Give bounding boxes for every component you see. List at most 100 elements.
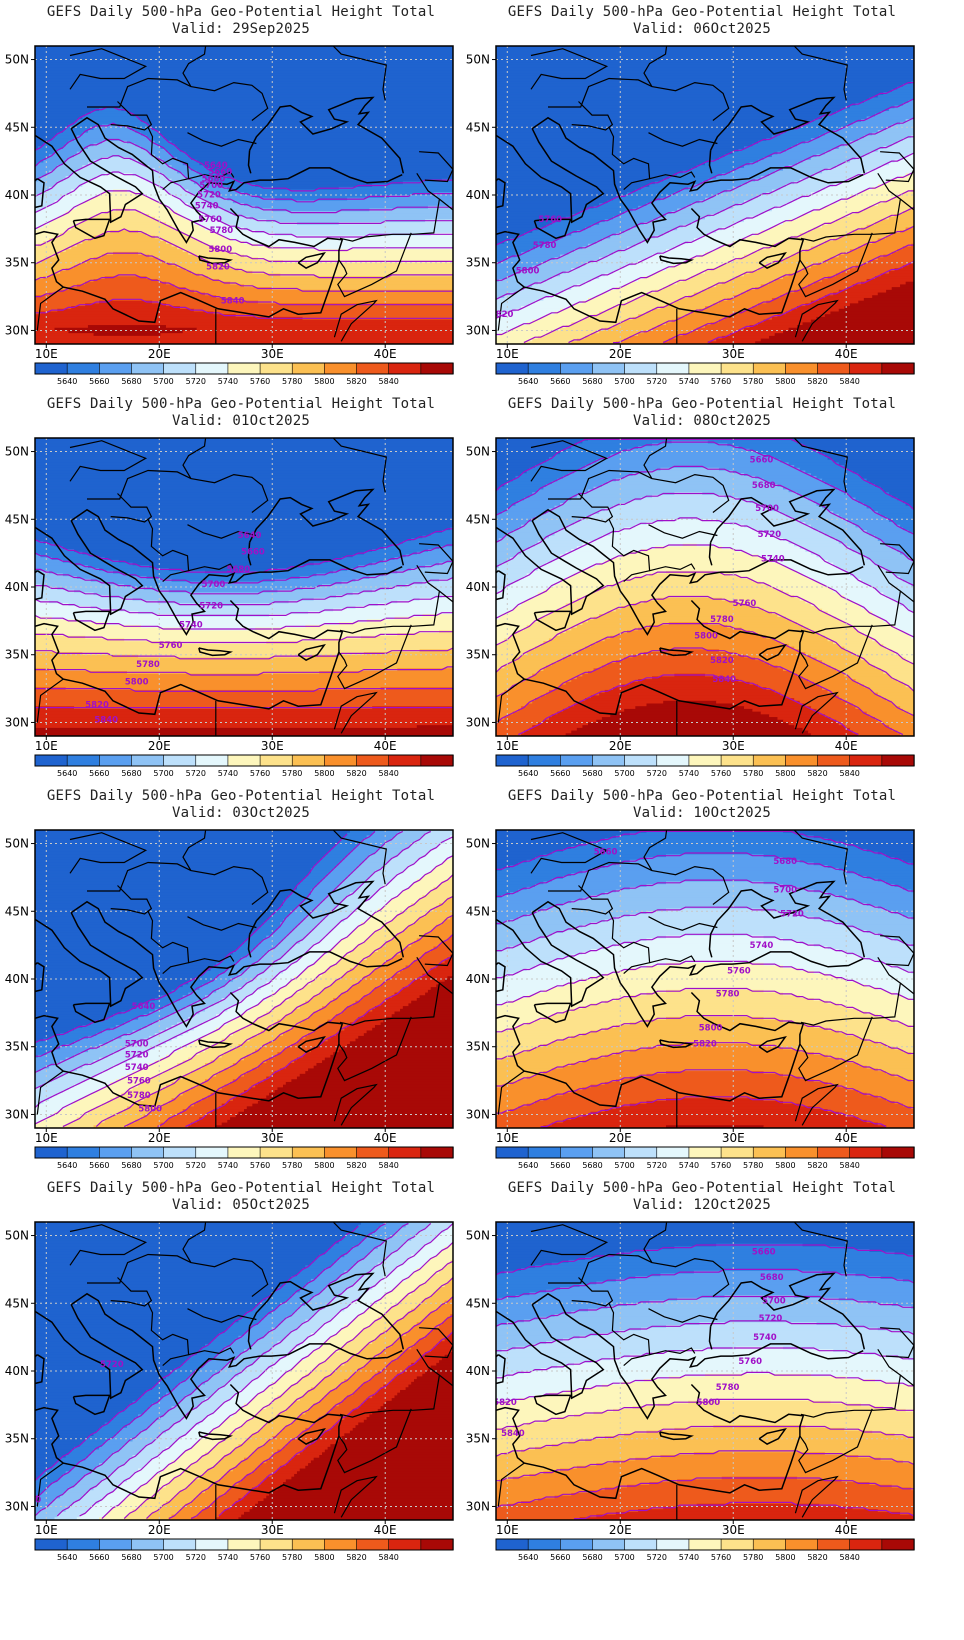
height-shading-cell	[419, 916, 451, 920]
height-shading-cell	[255, 930, 276, 934]
height-shading-cell	[35, 878, 304, 883]
height-shading-cell	[35, 679, 453, 683]
height-shading-cell	[138, 1016, 164, 1021]
height-shading-cell	[665, 1016, 765, 1021]
height-shading-cell	[601, 484, 779, 488]
height-shading-cell	[188, 251, 234, 256]
height-shading-cell	[277, 973, 301, 977]
height-shading-cell	[441, 922, 453, 926]
height-shading-cell	[529, 676, 578, 680]
height-shading-cell	[35, 1371, 173, 1375]
height-shading-cell	[788, 462, 840, 466]
height-shading-cell	[140, 624, 306, 629]
height-shading-cell	[146, 276, 209, 280]
height-shading-cell	[496, 1103, 528, 1107]
height-shading-cell	[535, 543, 583, 547]
height-shading-cell	[849, 213, 896, 218]
height-shading-cell	[439, 1287, 453, 1291]
height-shading-cell	[146, 135, 164, 139]
height-shading-cell	[374, 870, 404, 874]
height-shading-cell	[677, 281, 723, 285]
height-shading-cell	[593, 565, 787, 569]
height-shading-cell	[521, 306, 570, 310]
height-shading-cell	[35, 1114, 53, 1118]
height-shading-cell	[35, 970, 206, 975]
height-shading-cell	[621, 195, 667, 199]
height-shading-cell	[504, 717, 550, 721]
contour-line	[35, 528, 453, 573]
height-shading-cell	[380, 965, 407, 969]
height-shading-cell	[327, 873, 351, 877]
height-shading-cell	[496, 886, 528, 891]
height-shading-cell	[629, 968, 801, 972]
height-shading-cell	[65, 211, 106, 215]
height-shading-cell	[571, 268, 620, 272]
colorbar-label: 5780	[282, 769, 302, 778]
height-shading-cell	[249, 216, 453, 220]
geopotential-height-map: 56605680570057205740576057805800582030N3…	[466, 829, 915, 1170]
height-shading-cell	[433, 1273, 453, 1277]
height-shading-cell	[838, 867, 914, 872]
height-shading-cell	[590, 278, 639, 283]
height-shading-cell	[288, 932, 309, 937]
height-shading-cell	[441, 1303, 453, 1307]
height-shading-cell	[874, 276, 914, 280]
height-shading-cell	[174, 1065, 203, 1069]
height-shading-cell	[35, 857, 323, 861]
height-shading-cell	[847, 870, 914, 874]
latitude-tick-label: 50N	[466, 445, 490, 459]
height-shading-cell	[299, 922, 320, 926]
height-shading-cell	[374, 1338, 398, 1342]
height-shading-cell	[526, 1049, 631, 1053]
height-shading-cell	[93, 333, 161, 337]
coastline	[70, 116, 161, 200]
height-shading-cell	[721, 281, 770, 285]
height-shading-cell	[646, 1073, 784, 1078]
height-shading-cell	[333, 1352, 359, 1356]
height-shading-cell	[35, 186, 50, 191]
height-shading-cell	[335, 924, 359, 929]
height-shading-cell	[816, 503, 865, 507]
height-shading-cell	[324, 1360, 348, 1364]
height-shading-cell	[763, 157, 812, 161]
latitude-tick-label: 45N	[5, 512, 29, 526]
height-shading-cell	[771, 316, 818, 321]
height-shading-cell	[763, 962, 887, 967]
height-shading-cell	[629, 500, 751, 504]
height-shading-cell	[657, 325, 706, 329]
height-shading-cell	[126, 1106, 159, 1110]
height-shading-cell	[551, 276, 600, 280]
height-shading-cell	[894, 573, 914, 577]
height-shading-cell	[877, 960, 914, 964]
colorbar-swatch	[163, 1146, 197, 1159]
height-shading-cell	[191, 219, 220, 223]
height-shading-cell	[688, 186, 734, 191]
contour-label: 5820	[85, 701, 109, 711]
height-shading-cell	[85, 200, 159, 204]
height-shading-cell	[191, 1354, 217, 1359]
contour-line	[35, 544, 453, 584]
height-shading-cell	[374, 1230, 398, 1234]
height-shading-cell	[877, 932, 914, 937]
height-shading-cell	[305, 1319, 331, 1323]
height-shading-cell	[310, 1014, 337, 1018]
height-shading-cell	[35, 475, 453, 480]
height-shading-cell	[574, 573, 650, 577]
height-shading-cell	[532, 338, 578, 342]
height-shading-cell	[383, 962, 412, 967]
height-shading-cell	[246, 1311, 273, 1315]
height-shading-cell	[335, 1033, 365, 1037]
height-shading-cell	[85, 260, 164, 264]
height-shading-cell	[496, 608, 514, 612]
country-border	[182, 46, 207, 87]
height-shading-cell	[35, 1046, 61, 1051]
height-shading-cell	[35, 589, 75, 594]
height-shading-cell	[576, 624, 650, 629]
height-shading-cell	[255, 976, 276, 980]
height-shading-cell	[35, 227, 39, 231]
height-shading-cell	[618, 451, 759, 455]
height-shading-cell	[526, 624, 578, 629]
height-shading-cell	[886, 1125, 914, 1128]
height-shading-cell	[380, 946, 407, 950]
height-shading-cell	[496, 1016, 544, 1021]
